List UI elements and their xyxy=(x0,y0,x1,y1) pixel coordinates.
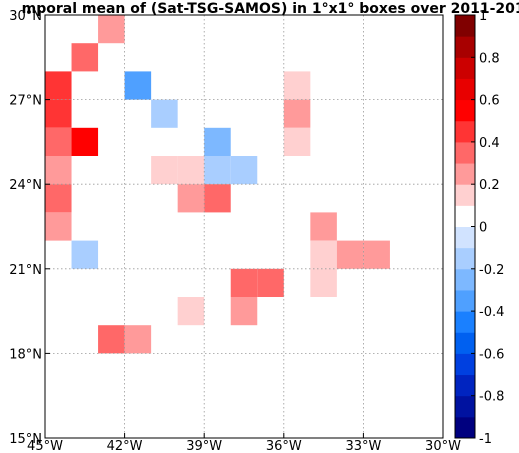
colorbar-segment xyxy=(455,163,475,185)
y-axis-ticks: 15°N 18°N 21°N 24°N 27°N 30°N xyxy=(9,9,50,447)
colorbar-tick-label: -1 xyxy=(479,432,492,447)
heatmap-cell xyxy=(45,184,72,213)
colorbar-segment xyxy=(455,416,475,439)
colorbar xyxy=(454,14,476,439)
x-tick-label: 45°W xyxy=(27,439,63,453)
y-tick-label: 18°N xyxy=(9,347,42,362)
colorbar-segment xyxy=(455,353,475,376)
colorbar-tick-label: 0.6 xyxy=(479,94,500,109)
map-background xyxy=(45,15,443,438)
colorbar-segment xyxy=(455,15,475,37)
heatmap-cell xyxy=(45,156,72,185)
heatmap-cell xyxy=(204,184,231,213)
colorbar-segment xyxy=(455,78,475,101)
colorbar-tick-label: 0.4 xyxy=(479,136,500,151)
x-tick-label: 33°W xyxy=(345,439,381,453)
colorbar-segment xyxy=(455,120,475,143)
heatmap-cell xyxy=(71,43,99,72)
colorbar-segment xyxy=(455,205,475,227)
y-tick-label: 21°N xyxy=(9,263,42,278)
y-tick-label: 24°N xyxy=(9,178,42,193)
heatmap-cell xyxy=(204,156,231,185)
heatmap-cell xyxy=(204,127,231,156)
heatmap-cell xyxy=(230,268,258,297)
heatmap-cell xyxy=(310,212,337,241)
x-tick-label: 30°W xyxy=(425,439,461,453)
colorbar-segment xyxy=(455,395,475,418)
colorbar-segment xyxy=(455,268,475,291)
heatmap-cell xyxy=(177,184,205,213)
colorbar-segment xyxy=(455,374,475,397)
colorbar-tick-label: 1 xyxy=(479,9,487,24)
x-tick-label: 36°W xyxy=(266,439,302,453)
heatmap-cell xyxy=(283,99,311,128)
colorbar-segment xyxy=(455,184,475,206)
x-tick-label: 39°W xyxy=(186,439,222,453)
heatmap-cell xyxy=(45,71,72,100)
heatmap-cell xyxy=(310,240,337,269)
colorbar-segment xyxy=(455,311,475,333)
heatmap-cell xyxy=(177,156,205,185)
heatmap-cell xyxy=(45,99,72,128)
gridlines xyxy=(45,15,443,438)
heatmap-cell xyxy=(283,127,311,156)
heatmap-cell xyxy=(151,156,178,185)
colorbar-segment xyxy=(455,226,475,249)
colorbar-segment xyxy=(455,289,475,312)
heatmap-cell xyxy=(363,240,390,269)
heatmap-cell xyxy=(45,127,72,156)
x-axis-ticks: 45°W 42°W 39°W 36°W 33°W 30°W xyxy=(27,433,461,453)
heatmap-cells xyxy=(45,15,390,354)
colorbar-tick-label: 0.8 xyxy=(479,51,500,66)
heatmap-cell xyxy=(124,71,152,100)
heatmap-cell xyxy=(71,127,99,156)
colorbar-tick-label: -0.4 xyxy=(479,305,504,320)
heatmap-cell xyxy=(257,268,284,297)
colorbar-segment xyxy=(455,36,475,58)
y-tick-label: 27°N xyxy=(9,94,42,109)
colorbar-segment xyxy=(455,332,475,354)
heatmap-cell xyxy=(310,268,337,297)
map-frame xyxy=(44,14,444,439)
y-tick-label: 30°N xyxy=(9,9,42,24)
colorbar-segment xyxy=(455,57,475,79)
chart-title: mporal mean of (Sat-TSG-SAMOS) in 1°x1° … xyxy=(22,1,519,17)
heatmap-cell xyxy=(124,325,152,354)
heatmap-cell xyxy=(230,297,258,326)
colorbar-tick-label: -0.6 xyxy=(479,347,504,362)
colorbar-ticks: 1 0.8 0.6 0.4 0.2 0 -0.2 -0.4 -0.6 -0.8 -1 xyxy=(471,9,504,447)
colorbar-tick-label: -0.2 xyxy=(479,263,504,278)
heatmap-cell xyxy=(71,240,99,269)
heatmap-cell xyxy=(98,15,125,44)
heatmap-cell xyxy=(151,99,178,128)
colorbar-segment xyxy=(455,141,475,164)
heatmap-cell xyxy=(336,240,364,269)
heatmap-cell xyxy=(45,212,72,241)
heatmap-cell xyxy=(98,325,125,354)
heatmap-cell xyxy=(177,297,205,326)
x-tick-label: 42°W xyxy=(107,439,143,453)
colorbar-tick-label: 0 xyxy=(479,221,487,236)
colorbar-segment xyxy=(455,99,475,122)
y-tick-label: 15°N xyxy=(9,432,42,447)
heatmap-cell xyxy=(230,156,258,185)
colorbar-tick-label: 0.2 xyxy=(479,178,500,193)
colorbar-tick-label: -0.8 xyxy=(479,390,504,405)
colorbar-segment xyxy=(455,247,475,270)
heatmap-cell xyxy=(283,71,311,100)
